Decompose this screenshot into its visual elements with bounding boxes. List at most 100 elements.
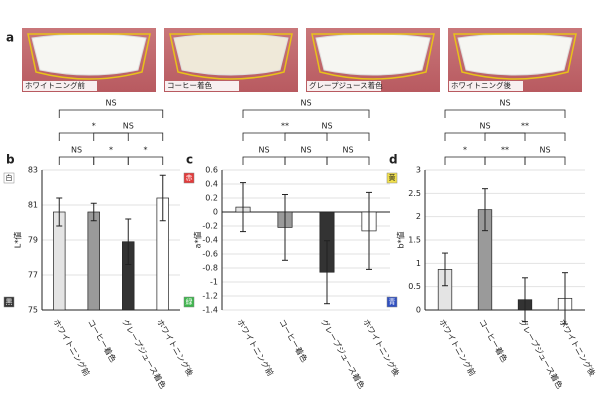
outline <box>311 33 435 80</box>
panel-label: d <box>389 153 398 167</box>
y-tick-label: 1 <box>416 259 421 268</box>
x-tick-label: コーヒー着色 <box>277 317 310 364</box>
error-bar <box>522 277 528 323</box>
x-tick-label: ホワイトニング後 <box>557 317 598 377</box>
caption-bg <box>165 81 239 91</box>
marker-text: 黒 <box>6 298 13 306</box>
significance-bracket <box>93 156 129 165</box>
significance-bracket <box>58 156 95 165</box>
y-tick-label: -1 <box>210 278 218 287</box>
significance-bracket <box>284 156 328 165</box>
significance-label: NS <box>123 122 134 131</box>
outline <box>169 33 293 80</box>
significance-label: NS <box>300 146 311 155</box>
error-bar <box>482 188 488 232</box>
x-tick-label: ホワイトニング後 <box>361 317 402 377</box>
caption-bg <box>449 81 523 91</box>
y-tick-label: 3 <box>416 166 421 175</box>
y-axis-label: a*値 <box>193 232 203 249</box>
y-tick-label: 75 <box>28 306 38 315</box>
panel-label: c <box>186 153 193 167</box>
significance-bracket <box>444 156 486 165</box>
x-tick-label: コーヒー着色 <box>86 317 119 364</box>
significance-bracket <box>524 156 566 165</box>
y-tick-label: 77 <box>28 271 38 280</box>
significance-bracket <box>326 156 370 165</box>
y-tick-label: -0.2 <box>202 222 218 231</box>
error-bar <box>442 252 448 287</box>
significance-bracket <box>444 132 526 141</box>
teeth <box>31 33 147 76</box>
y-tick-label: 2 <box>416 212 421 221</box>
significance-label: * <box>144 146 148 155</box>
x-tick-label: ホワイトニング前 <box>235 317 276 377</box>
y-tick-label: -1.2 <box>202 292 218 301</box>
y-tick-label: 0.4 <box>205 180 218 189</box>
marker-text: 白 <box>6 173 13 182</box>
y-tick-label: 79 <box>28 236 38 245</box>
error-bar <box>282 194 288 261</box>
error-bar <box>90 202 97 222</box>
marker-text: 青 <box>389 297 396 306</box>
caption-bg <box>307 81 381 91</box>
panel-label: b <box>6 153 15 167</box>
x-tick-label: ホワイトニング前 <box>437 317 478 377</box>
panel-label: a <box>6 31 14 45</box>
marker-box <box>183 296 195 308</box>
x-tick-label: グレープジュース着色 <box>517 317 565 390</box>
bar <box>53 211 66 311</box>
marker-box <box>3 172 15 184</box>
y-tick-label: 1.5 <box>408 236 421 245</box>
y-tick-label: -1.4 <box>202 306 218 315</box>
significance-bracket <box>484 156 526 165</box>
marker-box <box>3 296 15 308</box>
significance-label: * <box>463 146 467 155</box>
error-bar <box>324 240 330 305</box>
photo-caption: グレープジュース着色 <box>309 80 383 90</box>
x-tick-label: グレープジュース着色 <box>319 317 367 390</box>
y-tick-label: 2.5 <box>408 189 421 198</box>
significance-bracket <box>58 132 129 141</box>
y-axis-label: L*値 <box>13 232 23 248</box>
significance-bracket <box>444 109 566 118</box>
teeth <box>457 33 573 76</box>
bar <box>87 211 100 311</box>
y-tick-label: 83 <box>28 166 38 175</box>
error-bar <box>125 218 132 265</box>
marker-box <box>386 296 398 308</box>
y-axis-label: b*値 <box>396 231 406 248</box>
y-tick-label: 0.5 <box>408 282 421 291</box>
marker-text: 緑 <box>186 297 193 306</box>
significance-bracket <box>242 109 370 118</box>
y-tick-label: -0.4 <box>202 236 218 245</box>
caption-bg <box>23 81 97 91</box>
significance-label: NS <box>321 122 332 131</box>
y-tick-label: 0 <box>213 208 218 217</box>
significance-label: ** <box>281 122 289 131</box>
significance-label: ** <box>521 122 529 131</box>
marker-text: 黄 <box>389 173 396 182</box>
significance-label: NS <box>499 99 510 108</box>
error-bar <box>240 182 246 233</box>
error-bar <box>562 272 568 325</box>
significance-label: ** <box>501 146 509 155</box>
y-tick-label: 0.2 <box>205 194 218 203</box>
photo-caption: コーヒー着色 <box>167 80 212 90</box>
x-tick-label: ホワイトニング前 <box>51 317 92 377</box>
marker-box <box>386 172 398 184</box>
significance-bracket <box>127 156 164 165</box>
significance-label: NS <box>71 146 82 155</box>
error-bar <box>56 197 63 227</box>
significance-label: NS <box>479 122 490 131</box>
significance-label: * <box>109 146 113 155</box>
y-tick-label: -0.8 <box>202 264 218 273</box>
significance-bracket <box>242 156 286 165</box>
significance-label: NS <box>539 146 550 155</box>
error-bar <box>159 174 166 222</box>
significance-label: * <box>92 122 96 131</box>
photo-caption: ホワイトニング前 <box>25 80 85 90</box>
significance-label: NS <box>342 146 353 155</box>
x-tick-label: ホワイトニング後 <box>155 317 196 377</box>
significance-bracket <box>242 132 328 141</box>
